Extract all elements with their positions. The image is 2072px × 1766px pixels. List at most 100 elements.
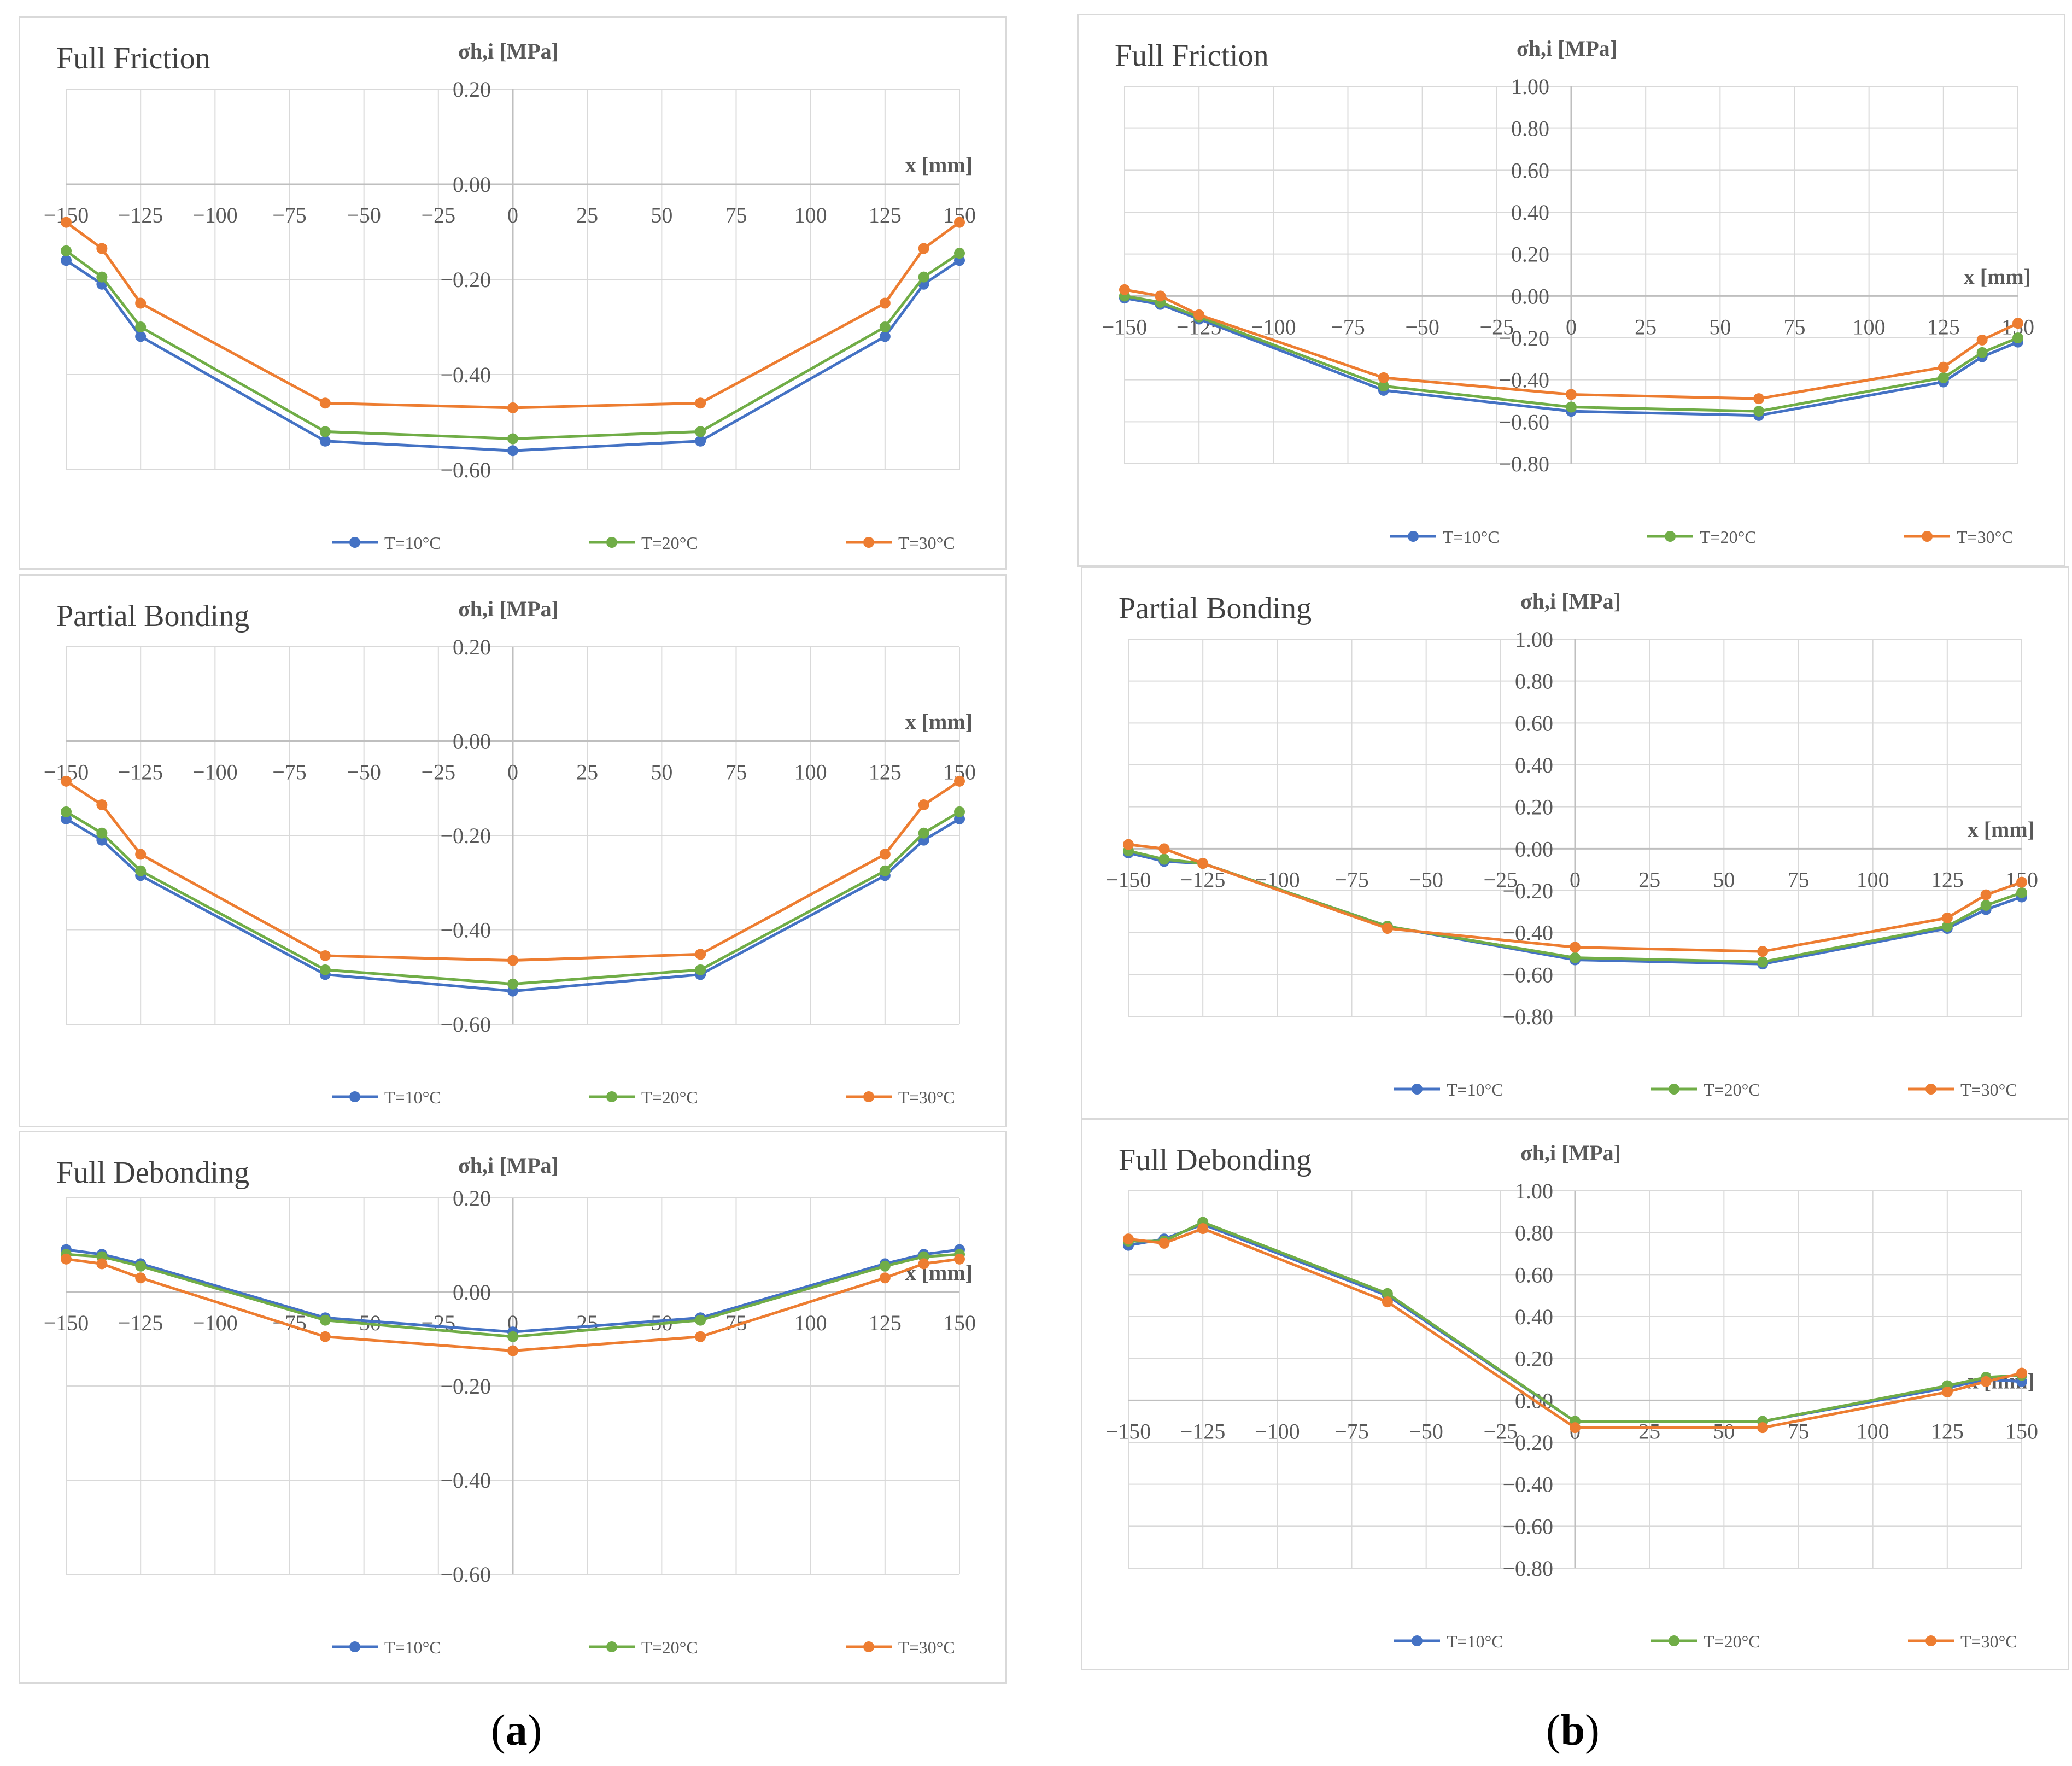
data-point (2016, 876, 2027, 888)
x-tick-label: −50 (1405, 314, 1439, 339)
data-point (2012, 332, 2023, 343)
chart-full-debonding-a: Full Debonding σh,i [MPa] x [mm] −150 −125 −1… (19, 1131, 1007, 1684)
y-tick-label: −0.20 (440, 267, 491, 292)
data-point (1158, 853, 1170, 865)
legend-swatch-marker (863, 537, 874, 548)
legend-swatch-marker (606, 1641, 617, 1652)
x-tick-label: −125 (118, 760, 163, 785)
data-point (695, 426, 706, 437)
x-tick-label: 100 (1857, 1419, 1889, 1443)
y-axis-label: σh,i [MPa] (1520, 589, 1621, 613)
x-tick-label: −150 (1106, 867, 1151, 892)
y-tick-label: −0.40 (440, 362, 491, 387)
data-point (61, 217, 72, 228)
x-tick-label: −125 (118, 1311, 163, 1335)
y-axis-label: σh,i [MPa] (458, 1153, 559, 1178)
chart-title: Full Debonding (1119, 1143, 1312, 1177)
legend-entry: T=20°C (1704, 1080, 1760, 1100)
data-point (695, 949, 706, 960)
data-point (918, 827, 929, 839)
data-point (954, 217, 965, 228)
x-tick-label: 50 (651, 203, 672, 227)
y-tick-label: 0.60 (1515, 1262, 1553, 1287)
data-point (918, 243, 929, 254)
chart-title: Full Debonding (56, 1156, 249, 1190)
y-tick-label: −0.80 (1502, 1004, 1553, 1029)
legend-swatch-marker (1408, 531, 1419, 542)
x-tick-label: 125 (1931, 1419, 1964, 1443)
data-point (1753, 406, 1765, 417)
y-tick-label: 0.20 (453, 77, 491, 102)
legend-swatch-marker (1925, 1635, 1936, 1646)
column-label-b: (b) (1546, 1706, 1600, 1756)
x-tick-label: −25 (1484, 1419, 1518, 1443)
legend-entry: T=10°C (384, 533, 441, 553)
x-tick-label: −25 (1480, 314, 1514, 339)
data-point (879, 865, 891, 876)
data-point (96, 1258, 108, 1270)
data-point (319, 1331, 331, 1342)
data-point (879, 1272, 891, 1284)
data-point (918, 271, 929, 283)
x-tick-label: 0 (1566, 314, 1577, 339)
x-tick-label: 50 (651, 760, 672, 785)
x-tick-label: −25 (422, 760, 456, 785)
x-tick-label: 25 (1635, 314, 1657, 339)
x-tick-label: −50 (347, 203, 381, 227)
y-axis-label: σh,i [MPa] (458, 39, 559, 63)
y-axis-label: σh,i [MPa] (1520, 1141, 1621, 1165)
y-tick-label: 0.00 (1511, 284, 1549, 308)
y-tick-label: 0.80 (1515, 1221, 1553, 1245)
paren-open: ( (491, 1706, 506, 1755)
y-tick-label: −0.60 (1499, 410, 1549, 434)
data-point (1976, 334, 1988, 346)
data-point (1378, 372, 1389, 383)
data-point (96, 271, 108, 283)
data-point (695, 1331, 706, 1342)
data-point (507, 445, 518, 457)
data-point (135, 865, 147, 876)
data-point (1197, 1223, 1209, 1234)
data-point (1570, 952, 1581, 963)
legend-swatch-marker (1412, 1084, 1423, 1095)
y-tick-label: −0.40 (440, 918, 491, 943)
data-point (507, 1345, 518, 1356)
chart-svg: Partial Bonding σh,i [MPa] x [mm] −150 −125 −… (1106, 589, 2038, 1100)
x-tick-label: 100 (794, 1311, 827, 1335)
y-tick-label: 0.40 (1511, 200, 1549, 225)
y-tick-label: −0.80 (1502, 1556, 1553, 1581)
data-point (319, 426, 331, 437)
y-tick-label: 0.80 (1515, 669, 1553, 694)
data-point (1566, 401, 1577, 413)
x-tick-label: −75 (1334, 867, 1369, 892)
legend-entry: T=30°C (898, 1638, 955, 1657)
paren-open: ( (1546, 1706, 1561, 1755)
data-point (1570, 1422, 1581, 1434)
data-point (507, 955, 518, 966)
legend-swatch-marker (349, 537, 360, 548)
data-point (1757, 956, 1769, 968)
y-tick-label: −0.40 (440, 1468, 491, 1493)
legend-swatch-marker (349, 1091, 360, 1102)
x-tick-label: −125 (118, 203, 163, 227)
chart-partial-bonding-a: Partial Bonding σh,i [MPa] x [mm] −150 −125−… (19, 574, 1007, 1127)
data-point (2016, 1367, 2027, 1379)
y-axis-label: σh,i [MPa] (1517, 36, 1617, 61)
data-point (1570, 942, 1581, 953)
data-point (1938, 372, 1949, 383)
data-point (1980, 1376, 1992, 1387)
data-point (1119, 284, 1130, 295)
chart-partial-bonding-b: Partial Bonding σh,i [MPa] x [mm] −150 −125 −… (1081, 566, 2069, 1120)
x-tick-label: 75 (725, 203, 747, 227)
x-tick-label: −100 (192, 1311, 238, 1335)
x-tick-label: −50 (347, 760, 381, 785)
y-tick-label: −0.40 (1502, 1472, 1553, 1497)
legend-swatch-marker (1669, 1635, 1679, 1646)
x-tick-label: −75 (1334, 1419, 1369, 1443)
legend-swatch-marker (606, 1091, 617, 1102)
y-tick-label: 0.20 (453, 1186, 491, 1211)
x-tick-label: −150 (1106, 1419, 1151, 1443)
data-point (61, 806, 72, 817)
y-tick-label: 1.00 (1515, 1179, 1553, 1203)
x-tick-label: −25 (1484, 867, 1518, 892)
